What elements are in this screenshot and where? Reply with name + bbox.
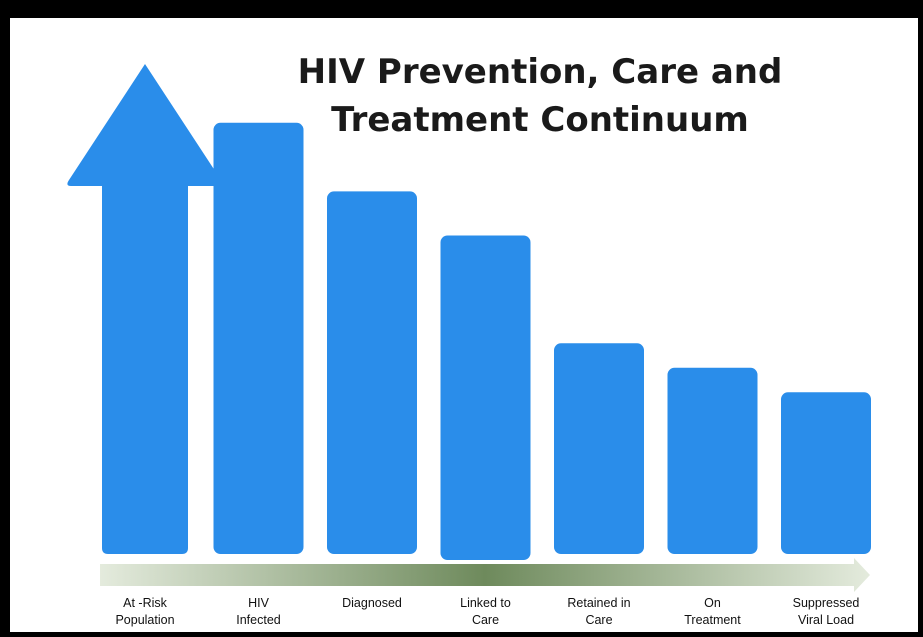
category-label-4: Linked to Care bbox=[460, 596, 511, 627]
continuum-flow-arrow bbox=[100, 558, 870, 592]
category-label-5: Retained in Care bbox=[567, 596, 631, 627]
chart-title-line-2: Treatment Continuum bbox=[331, 100, 749, 140]
bar-3 bbox=[327, 191, 417, 554]
chart-title: HIV Prevention, Care and Treatment Conti… bbox=[250, 48, 830, 144]
category-label-3: Diagnosed bbox=[342, 596, 402, 610]
bar-2 bbox=[213, 122, 304, 555]
bar-7 bbox=[781, 392, 871, 554]
bar-6 bbox=[667, 367, 758, 554]
bar-5 bbox=[554, 343, 644, 554]
chart-title-line-1: HIV Prevention, Care and bbox=[297, 52, 783, 92]
category-label-2: HIV Infected bbox=[236, 596, 281, 627]
category-label-1: At -Risk Population bbox=[115, 596, 175, 627]
bar-4 bbox=[440, 235, 531, 560]
bar-1 bbox=[67, 64, 223, 554]
category-label-7: Suppressed Viral Load bbox=[792, 596, 860, 627]
category-label-6: On Treatment bbox=[684, 596, 741, 627]
